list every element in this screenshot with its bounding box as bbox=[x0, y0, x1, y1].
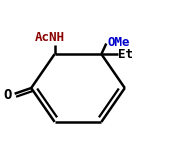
Text: O: O bbox=[3, 88, 11, 102]
Text: AcNH: AcNH bbox=[35, 31, 65, 44]
Text: OMe: OMe bbox=[108, 36, 130, 49]
Text: Et: Et bbox=[118, 48, 133, 61]
